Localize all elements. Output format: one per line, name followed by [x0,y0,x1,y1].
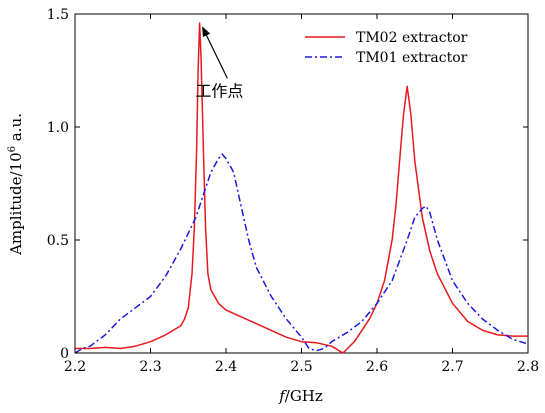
x-tick-label: 2.2 [64,359,86,375]
x-tick-label: 2.7 [441,359,463,375]
y-axis-label: Amplitude/106 a.u. [7,113,25,256]
legend: TM02 extractor TM01 extractor [305,30,468,66]
x-tick-label: 2.8 [517,359,539,375]
y-tick-label: 1.5 [47,7,69,23]
y-tick-label: 1.0 [47,120,69,136]
annotation: 工作点 [195,26,243,100]
y-axis-ticks: 0 0.5 1.0 1.5 [47,7,528,362]
x-tick-label: 2.3 [139,359,161,375]
series-group [74,22,529,354]
y-tick-label: 0 [60,346,69,362]
x-tick-label: 2.5 [290,359,312,375]
x-axis-label: f/GHz [278,387,323,405]
series-line-tm02 [75,22,528,354]
x-tick-label: 2.6 [366,359,388,375]
annotation-arrow [202,26,228,79]
series-line-tm01 [74,153,529,354]
y-tick-label: 0.5 [47,233,69,249]
legend-label-tm02: TM02 extractor [356,30,468,46]
x-axis-ticks: 2.2 2.3 2.4 2.5 2.6 2.7 2.8 [64,14,539,375]
annotation-text: 工作点 [195,81,243,100]
x-tick-label: 2.4 [215,359,237,375]
legend-label-tm01: TM01 extractor [356,50,468,66]
